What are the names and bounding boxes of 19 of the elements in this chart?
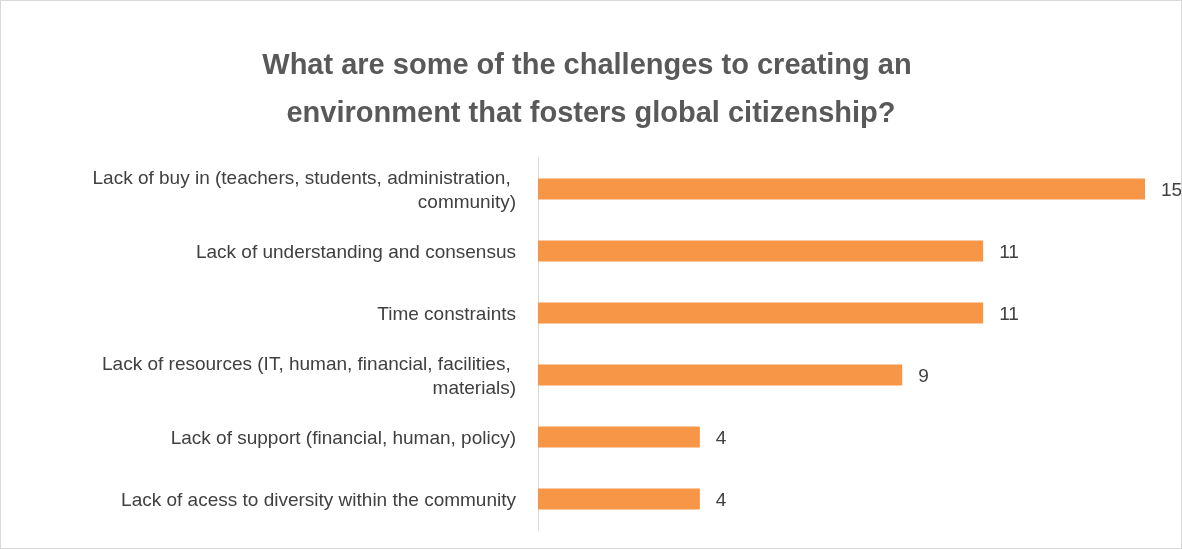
bar	[538, 240, 984, 262]
y-tick-label: Lack of support (financial, human, policy)	[170, 426, 516, 448]
bar	[538, 178, 1145, 200]
data-label: 4	[715, 488, 727, 510]
y-tick-label: Lack of acess to diversity within the community	[121, 488, 517, 510]
y-tick-label: Lack of understanding and consensus	[195, 240, 516, 262]
data-label: 11	[999, 240, 1019, 262]
data-label: 9	[918, 364, 929, 386]
data-label: 4	[715, 426, 727, 448]
bar	[538, 426, 700, 448]
y-tick-label: Time constraints	[377, 302, 516, 324]
y-tick-label: Lack of buy in (teachers, students, administration, community)	[92, 166, 516, 212]
y-tick-label: Lack of resources (IT, human, financial, facilities, materials)	[102, 352, 516, 398]
chart-title: What are some of the challenges to creating an environment that fosters global citizenship?	[262, 48, 920, 128]
bar	[538, 302, 984, 324]
bar	[538, 364, 903, 386]
bar	[538, 488, 700, 510]
data-label: 15	[1161, 178, 1182, 200]
data-label: 11	[999, 302, 1019, 324]
